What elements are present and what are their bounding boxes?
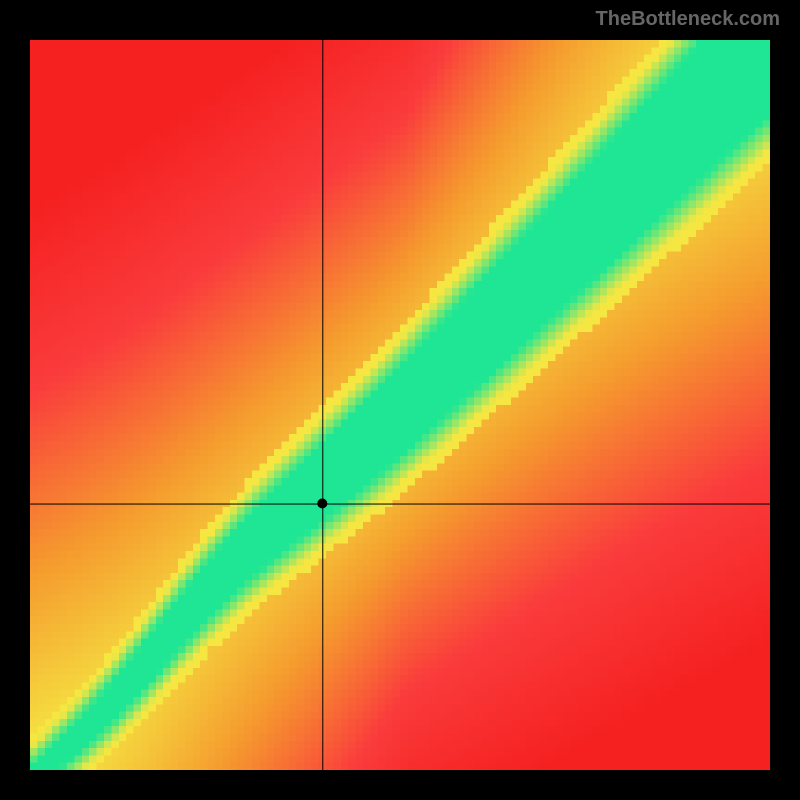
watermark-text: TheBottleneck.com bbox=[596, 8, 780, 31]
root-container: TheBottleneck.com bbox=[0, 0, 800, 800]
heatmap-plot bbox=[30, 40, 770, 770]
crosshair-overlay bbox=[30, 40, 770, 770]
